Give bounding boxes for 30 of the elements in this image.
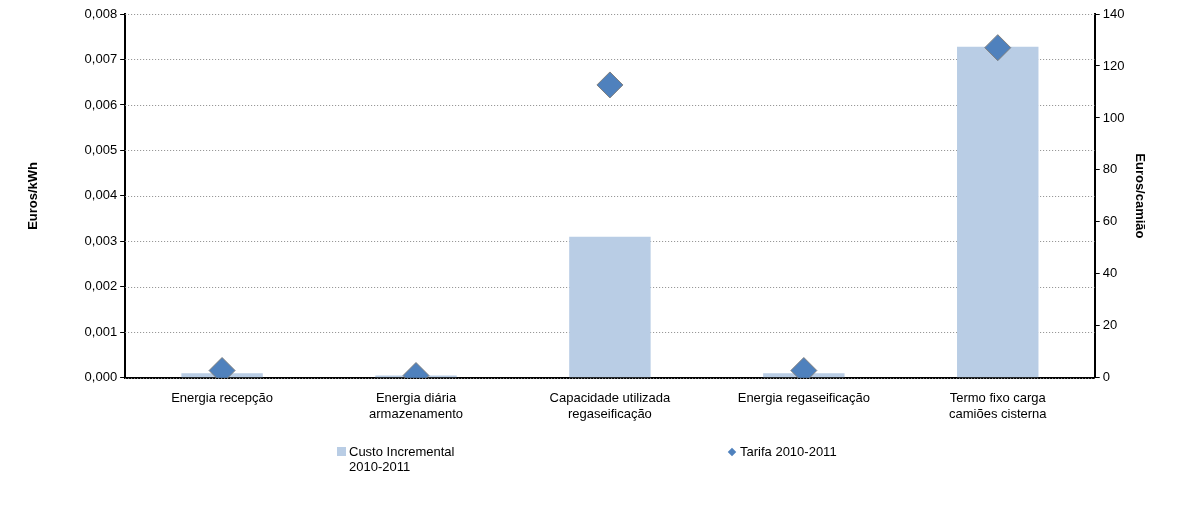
bar — [569, 236, 651, 378]
y2-axis-title: Euros/camião — [1132, 153, 1148, 239]
x-tick-label: Energia recepção — [171, 390, 274, 406]
y2-tick-label: 140 — [1102, 5, 1125, 21]
y2-tick-label: 80 — [1102, 161, 1118, 177]
y2-tick-label: 20 — [1102, 317, 1118, 333]
x-tick-label: Capacidade utilizada regaseificação — [549, 390, 672, 421]
y-tick-label: 0,006 — [84, 96, 118, 112]
bar — [957, 46, 1039, 378]
y2-tick-label: 100 — [1102, 109, 1125, 125]
y-tick-label: 0,003 — [84, 232, 118, 248]
y-tick-label: 0,005 — [84, 142, 118, 157]
y-tick-label: 0,002 — [84, 278, 118, 294]
legend-label: Tarifa 2010-2011 — [740, 444, 837, 459]
point — [984, 34, 1012, 62]
y-tick-label: 0,000 — [84, 369, 118, 385]
x-tick-label: Energia diária armazenamento — [369, 390, 463, 421]
y-axis-title: Euros/kWh — [25, 161, 41, 230]
legend-label: Custo Incremental 2010-2011 — [349, 444, 456, 474]
y2-tick-label: 60 — [1102, 213, 1118, 229]
y2-tick-label: 0 — [1102, 369, 1110, 385]
point — [596, 71, 624, 99]
x-tick-label: Termo fixo carga camiões cisterna — [948, 390, 1048, 421]
y2-tick-label: 40 — [1102, 265, 1118, 281]
y-tick-label: 0,007 — [84, 51, 118, 67]
y-tick-label: 0,008 — [84, 5, 118, 21]
x-tick-label: Energia regaseificação — [737, 390, 870, 406]
y-tick-label: 0,004 — [84, 187, 118, 203]
y2-tick-label: 120 — [1102, 57, 1125, 73]
y-tick-label: 0,001 — [84, 323, 118, 339]
